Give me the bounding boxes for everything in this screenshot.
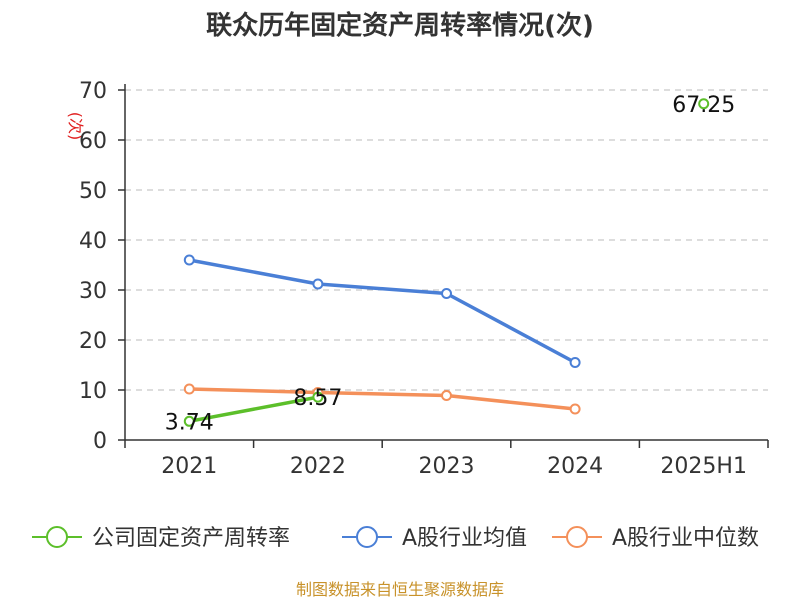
legend-label: A股行业中位数: [612, 526, 759, 551]
y-tick-label: 50: [79, 179, 107, 204]
series-line: [188, 258, 576, 365]
data-label: 67.25: [672, 93, 735, 118]
series-industry-median: [183, 383, 581, 415]
data-point[interactable]: [569, 357, 581, 368]
x-tick-label: 2023: [419, 454, 475, 479]
y-axis-unit-label: (次): [66, 112, 85, 141]
data-point[interactable]: [183, 383, 195, 395]
legend-marker-icon: [46, 526, 68, 548]
y-tick-label: 60: [79, 129, 107, 154]
data-point[interactable]: [441, 288, 452, 299]
series-layer: [183, 98, 710, 427]
legend-label: 公司固定资产周转率: [92, 526, 290, 551]
y-tick-label: 10: [79, 379, 107, 404]
y-tick-label: 70: [79, 79, 107, 104]
x-tick-label: 2022: [290, 454, 346, 479]
data-label: 3.74: [165, 410, 214, 435]
legend-item-industry-median[interactable]: A股行业中位数: [552, 526, 759, 551]
y-tick-label: 20: [79, 329, 107, 354]
x-tick-label: 2024: [547, 454, 603, 479]
data-point[interactable]: [183, 254, 195, 266]
source-note: 制图数据来自恒生聚源数据库: [296, 580, 504, 599]
legend-item-company[interactable]: 公司固定资产周转率: [32, 526, 290, 551]
data-point[interactable]: [698, 98, 710, 110]
gridlines: [125, 89, 768, 391]
series-company: [183, 98, 710, 427]
chart-title: 联众历年固定资产周转率情况(次): [206, 10, 594, 41]
legend-item-industry-mean[interactable]: A股行业均值: [342, 526, 527, 551]
axes: 0 10 20 30 40 50 60 70 2021 2022 2023 2024 2025H1: [79, 79, 769, 479]
data-point[interactable]: [183, 415, 195, 427]
legend-marker-icon: [566, 526, 588, 548]
legend-marker-icon: [356, 526, 378, 548]
data-point[interactable]: [312, 278, 324, 290]
data-point[interactable]: [569, 403, 581, 415]
series-line: [189, 387, 576, 411]
data-labels: 3.74 8.57 67.25: [165, 93, 735, 436]
legend-label: A股行业均值: [402, 526, 527, 551]
series-line: [188, 395, 319, 424]
series-industry-mean: [183, 254, 581, 368]
data-point[interactable]: [312, 391, 324, 403]
y-tick-label: 40: [79, 229, 107, 254]
x-tick-label: 2021: [161, 454, 217, 479]
y-tick-label: 0: [93, 429, 107, 454]
legend[interactable]: 公司固定资产周转率 A股行业均值 A股行业中位数: [32, 526, 759, 551]
y-tick-label: 30: [79, 279, 107, 304]
data-label: 8.57: [293, 386, 342, 411]
data-point[interactable]: [441, 390, 452, 401]
x-tick-label: 2025H1: [660, 454, 747, 479]
